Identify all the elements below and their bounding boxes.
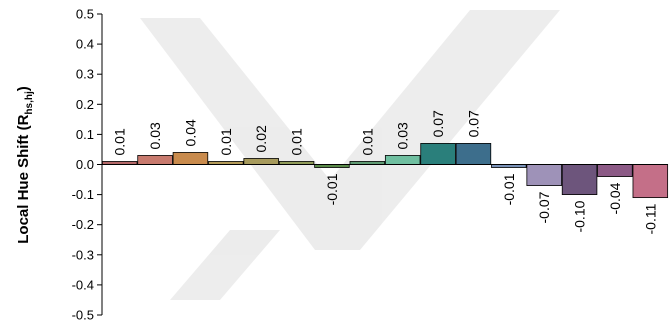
y-axis-title-subscript: hs,hj	[24, 91, 35, 115]
bar-value-label: 0.04	[182, 119, 198, 146]
bar-value-label: 0.07	[465, 110, 481, 137]
y-tick-label: 0.4	[76, 37, 94, 52]
y-tick-label: 0.1	[76, 127, 94, 142]
svg-text:Local Hue Shift (Rhs,hj): Local Hue Shift (Rhs,hj)	[15, 86, 35, 244]
bar	[526, 164, 562, 186]
bar-value-label: -0.01	[324, 173, 340, 205]
y-axis-title-main: Local Hue Shift (R	[15, 114, 32, 243]
bar	[243, 158, 279, 165]
y-axis-title: Local Hue Shift (Rhs,hj)	[15, 86, 35, 244]
bar-value-label: 0.01	[112, 128, 128, 155]
bar	[420, 143, 456, 165]
y-tick-label: 0.3	[76, 67, 94, 82]
y-tick-label: 0.0	[76, 157, 94, 172]
bar	[597, 164, 633, 177]
bar-value-label: -0.01	[501, 173, 517, 205]
y-tick-label: -0.5	[72, 308, 94, 322]
bar	[384, 155, 421, 165]
y-tick-label: -0.1	[72, 187, 94, 202]
bar-value-label: -0.10	[572, 200, 588, 232]
bar	[632, 164, 669, 199]
bar	[172, 152, 209, 165]
bar-value-label: 0.01	[359, 128, 375, 155]
bar-value-label: 0.01	[289, 128, 305, 155]
y-tick-label: -0.4	[72, 277, 94, 292]
y-axis-title-close: )	[15, 86, 32, 91]
bar-value-label: -0.07	[536, 191, 552, 223]
data-labels-group: 0.01 0.03 0.04 0.01 0.02 0.01 -0.01 0.01 0.03 0.0…	[112, 110, 659, 235]
bar-value-label: 0.03	[395, 122, 411, 149]
y-tick-label: -0.3	[72, 247, 94, 262]
y-tick-label: 0.2	[76, 97, 94, 112]
bar	[455, 143, 492, 165]
bar-value-label: 0.01	[218, 128, 234, 155]
y-tick-label: 0.5	[76, 7, 94, 22]
bar-value-label: -0.04	[607, 182, 623, 214]
y-axis-ticks: 0.5 0.4 0.3 0.2 0.1 0.0 -0.1 -0.2 -0.3 -0.4 -0.5	[72, 7, 102, 322]
y-tick-label: -0.2	[72, 217, 94, 232]
bar-value-label: -0.11	[642, 203, 658, 234]
bar-value-label: 0.07	[430, 110, 446, 137]
watermark-shape	[140, 10, 560, 300]
bar-value-label: 0.03	[147, 122, 163, 149]
bar	[561, 164, 598, 196]
bar	[137, 155, 173, 165]
bar-value-label: 0.02	[253, 125, 269, 152]
